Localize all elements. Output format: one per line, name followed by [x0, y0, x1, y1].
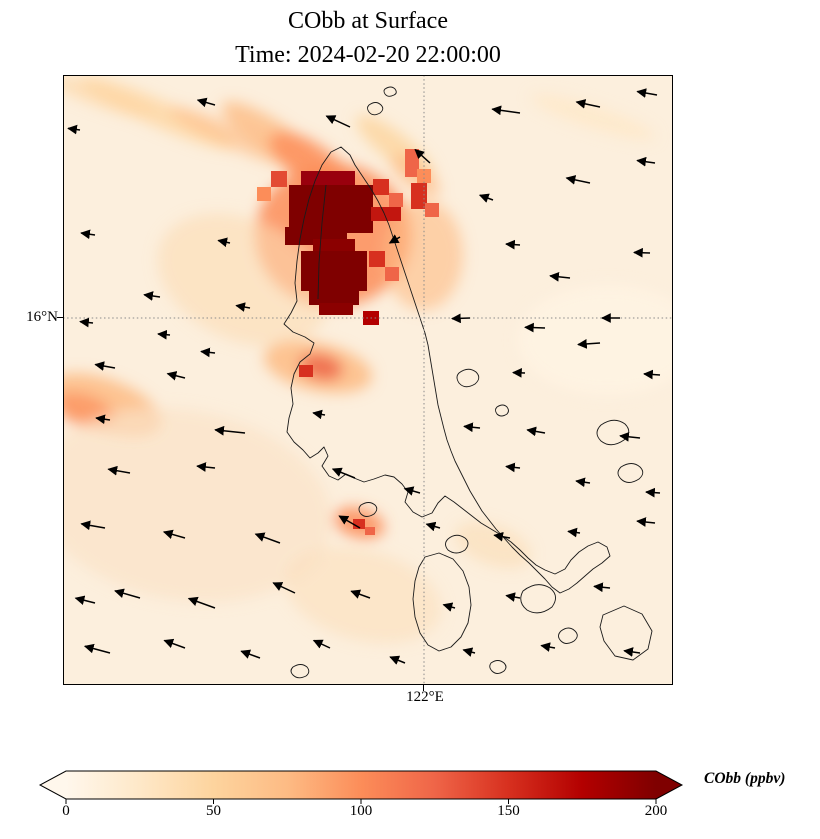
colorbar-tick-label: 150 [497, 803, 520, 817]
wind-vector-layer [67, 88, 661, 665]
colorbar-tick-label: 0 [62, 803, 70, 817]
lon-tick-label: 122°E [406, 689, 444, 705]
lon-tick-mark [423, 685, 424, 691]
map-canvas [63, 75, 673, 685]
colorbar-tick-label: 50 [206, 803, 221, 817]
map-border [63, 75, 673, 685]
colorbar-tick-label: 200 [645, 803, 668, 817]
title-line-2: Time: 2024-02-20 22:00:00 [235, 42, 501, 68]
colorbar-gradient [66, 771, 656, 799]
colorbar-extend-max [656, 771, 682, 799]
title-line-1: CObb at Surface [288, 8, 448, 34]
hot-cell-layer [257, 149, 439, 535]
lat-tick-mark [57, 317, 63, 318]
lat-tick-label: 16°N [26, 309, 58, 325]
map-plot [63, 75, 673, 685]
colorbar-tick-label: 100 [350, 803, 373, 817]
colorbar-extend-min [40, 771, 66, 799]
colorbar: 0 50 100 150 200 [38, 770, 684, 817]
colorbar-label: CObb (ppbv) [704, 770, 786, 787]
colorbar-ticks [65, 799, 657, 804]
plot-title: CObb at Surface Time: 2024-02-20 22:00:0… [63, 4, 673, 72]
